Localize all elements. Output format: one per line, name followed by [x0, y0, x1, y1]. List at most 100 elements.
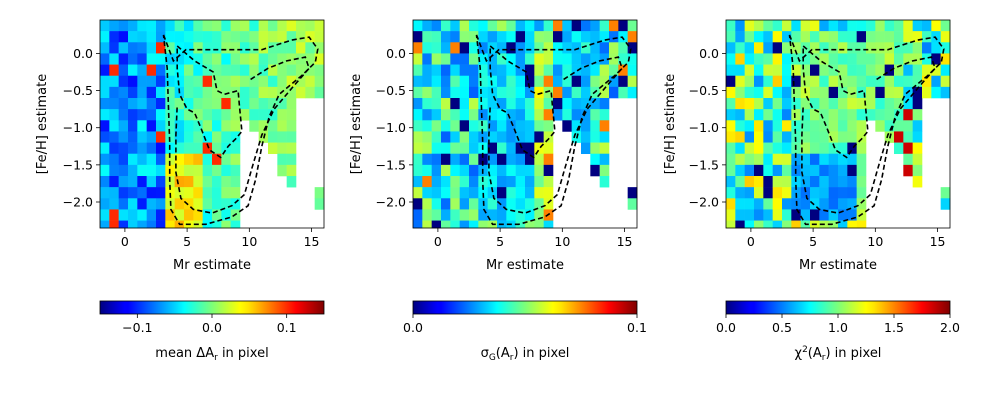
heatmap-cell [193, 142, 203, 155]
heatmap-cell [497, 120, 507, 132]
heatmap-cell [599, 53, 610, 65]
heatmap-cell [268, 64, 278, 77]
heatmap-cell [525, 86, 535, 99]
heatmap-cell [543, 31, 554, 43]
heatmap-cell [487, 198, 498, 210]
heatmap-cell [515, 209, 526, 221]
y-tick-label: −2.0 [376, 195, 406, 210]
heatmap-cell [590, 53, 600, 65]
heatmap-cell [450, 209, 460, 221]
heatmap-cell [581, 20, 591, 32]
heatmap-cell [165, 53, 175, 65]
heatmap-cell [450, 164, 460, 177]
heatmap-cell [146, 109, 157, 121]
contour-lines [162, 34, 319, 226]
heatmap-cell [118, 98, 129, 110]
heatmap-cell [459, 153, 470, 166]
heatmap-cell [772, 164, 783, 177]
heatmap-cell [838, 187, 848, 199]
heatmap-cell [772, 176, 783, 188]
heatmap-cell [553, 20, 563, 32]
heatmap-cell [838, 53, 848, 65]
heatmap-cell [763, 198, 773, 210]
heatmap-cell [856, 20, 867, 32]
heatmap-cell [413, 131, 423, 143]
heatmap-cell [314, 75, 325, 88]
heatmap-cell [286, 98, 297, 110]
heatmap-cell [800, 164, 811, 177]
heatmap-cell [193, 120, 203, 132]
heatmap-cell [146, 198, 157, 210]
heatmap-cell [137, 187, 147, 199]
heatmap-cell [856, 187, 867, 199]
heatmap-cell [450, 75, 460, 88]
heatmap-cell [800, 20, 811, 32]
heatmap-cell [912, 75, 923, 88]
heatmap-cell [819, 86, 829, 99]
heatmap-cell [137, 75, 147, 88]
heatmap-cell [184, 120, 194, 132]
heatmap-cell [193, 42, 203, 54]
heatmap-cell [137, 86, 147, 99]
heatmap-cell [912, 142, 923, 155]
heatmap-cell [221, 131, 231, 143]
contour-line-mid [801, 56, 937, 214]
heatmap-cell [534, 20, 544, 32]
heatmap-cell [922, 42, 932, 54]
heatmap-cell [193, 153, 203, 166]
heatmap-cell [590, 42, 600, 54]
heatmap-cell [553, 86, 563, 99]
heatmap-cell [543, 220, 554, 229]
heatmap-cell [487, 53, 498, 65]
heatmap-cell [525, 109, 535, 121]
heatmap-cell [828, 42, 839, 54]
heatmap-cell [828, 176, 839, 188]
heatmap-cell [810, 176, 820, 188]
heatmap-cell [553, 109, 563, 121]
heatmap-cell [487, 153, 498, 166]
heatmap-cell [165, 120, 175, 132]
heatmap-cell [912, 98, 923, 110]
heatmap-cell [581, 86, 591, 99]
heatmap-cell [856, 142, 867, 155]
heatmap-cell [772, 98, 783, 110]
heatmap-cell [221, 98, 231, 110]
heatmap-cell [146, 131, 157, 143]
heatmap-cell [828, 220, 839, 229]
heatmap-cell [838, 20, 848, 32]
y-tick-label: −0.5 [63, 83, 93, 98]
heatmap-cell [828, 209, 839, 221]
heatmap-cell [782, 53, 792, 65]
heatmap-cell [450, 64, 460, 77]
heatmap-cell [165, 98, 175, 110]
heatmap-cell [422, 75, 432, 88]
heatmap-cell [772, 131, 783, 143]
heatmap-cell [609, 42, 619, 54]
heatmap-cell [571, 20, 582, 32]
heatmap-cell [277, 75, 287, 88]
heatmap-cell [782, 98, 792, 110]
y-tick-label: −1.5 [689, 157, 719, 172]
heatmap-cell [221, 176, 231, 188]
heatmap-cell [856, 109, 867, 121]
heatmap-cell [838, 176, 848, 188]
heatmap-cell [459, 131, 470, 143]
heatmap-cell [212, 98, 222, 110]
heatmap-cell [534, 98, 544, 110]
heatmap-cell [277, 109, 287, 121]
heatmap-cell [838, 120, 848, 132]
heatmap-cell [931, 20, 941, 32]
heatmap-cell [782, 42, 792, 54]
heatmap-cell [497, 31, 507, 43]
heatmap-cell [754, 31, 764, 43]
heatmap-cell [744, 75, 755, 88]
heatmap-cell [828, 153, 839, 166]
heatmap-cell [240, 53, 250, 65]
heatmap-cell [286, 176, 297, 188]
heatmap-cell [221, 31, 231, 43]
heatmap-cell [922, 64, 932, 77]
heatmap-cell [184, 53, 194, 65]
heatmap-cell [497, 53, 507, 65]
heatmap-cell [497, 42, 507, 54]
heatmap-cell [230, 198, 241, 210]
